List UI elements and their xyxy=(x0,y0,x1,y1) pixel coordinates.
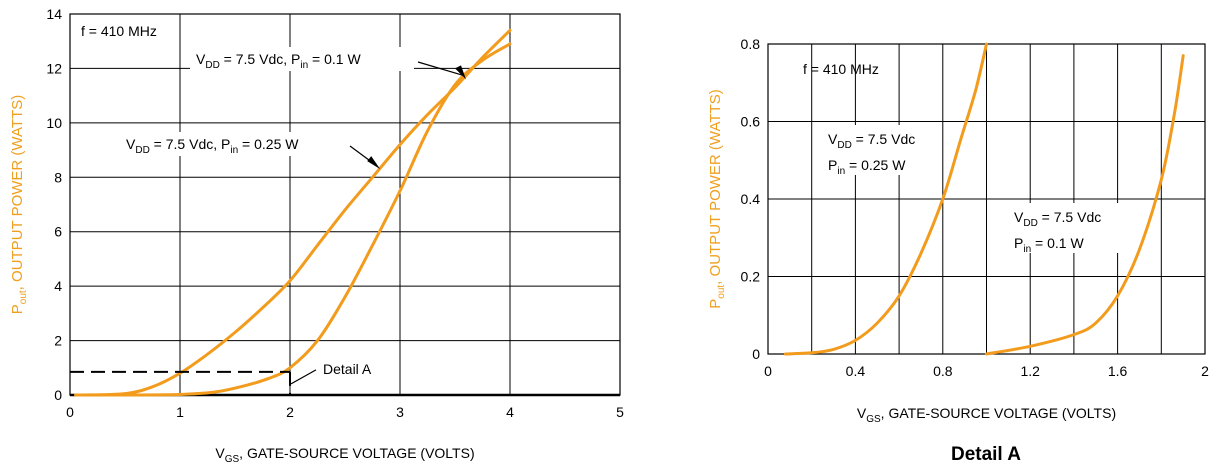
series-line xyxy=(783,42,988,356)
detail-title: Detail A xyxy=(951,444,1021,465)
series-label-pin-0.25-line1: VDD = 7.5 Vdc xyxy=(828,131,915,151)
x-tick-label: 1 xyxy=(176,404,184,420)
series-line xyxy=(79,28,512,397)
label-bg xyxy=(120,132,348,156)
x-tick-label: 1.2 xyxy=(1020,363,1040,379)
y-tick-label: 10 xyxy=(46,115,62,131)
x-tick-label: 2 xyxy=(286,404,294,420)
x-tick-label: 2 xyxy=(1201,363,1209,379)
label-bg xyxy=(1008,203,1128,253)
series-label-pin-0.25-line2: Pin = 0.25 W xyxy=(828,157,906,177)
y-tick-label: 0.6 xyxy=(741,114,761,130)
y-tick-label: 0 xyxy=(54,387,62,403)
y-tick-label: 0.2 xyxy=(741,269,761,285)
series-leader xyxy=(417,61,464,76)
y-tick-label: 6 xyxy=(54,224,62,240)
series-label-pin-0.25: VDD = 7.5 Vdc, Pin = 0.25 W xyxy=(126,136,299,156)
y-tick-label: 0 xyxy=(752,346,760,362)
detail-leader xyxy=(290,369,317,385)
x-tick-label: 3 xyxy=(396,404,404,420)
frequency-annotation: f = 410 MHz xyxy=(81,23,157,39)
y-tick-label: 0.4 xyxy=(741,191,761,207)
x-tick-label: 4 xyxy=(506,404,514,420)
y-axis-label: Pout, OUTPUT POWER (WATTS) xyxy=(9,95,29,314)
x-axis-label: VGS, GATE-SOURCE VOLTAGE (VOLTS) xyxy=(857,405,1116,425)
x-tick-label: 0.4 xyxy=(846,363,866,379)
series-line xyxy=(985,54,1185,356)
series-label-pin-0.1: VDD = 7.5 Vdc, Pin = 0.1 W xyxy=(196,51,361,71)
y-axis-label: Pout, OUTPUT POWER (WATTS) xyxy=(707,89,727,308)
y-tick-label: 8 xyxy=(54,169,62,185)
y-tick-label: 2 xyxy=(54,333,62,349)
label-bg xyxy=(822,125,932,175)
y-tick-label: 14 xyxy=(46,6,62,22)
series-label-pin-0.1-line1: VDD = 7.5 Vdc xyxy=(1014,209,1101,229)
label-bg xyxy=(190,47,414,71)
x-tick-label: 1.6 xyxy=(1108,363,1128,379)
x-tick-label: 0 xyxy=(764,363,772,379)
plot-frame xyxy=(69,13,621,396)
x-axis-label: VGS, GATE-SOURCE VOLTAGE (VOLTS) xyxy=(215,445,474,465)
y-tick-label: 4 xyxy=(54,278,62,294)
x-tick-label: 5 xyxy=(616,404,624,420)
arrow-head xyxy=(455,65,466,80)
y-tick-label: 12 xyxy=(46,60,62,76)
x-tick-label: 0 xyxy=(66,404,74,420)
series-label-pin-0.1-line2: Pin = 0.1 W xyxy=(1014,235,1084,255)
detail-a-label: Detail A xyxy=(323,361,372,377)
frequency-annotation: f = 410 MHz xyxy=(803,61,879,77)
arrow-head xyxy=(367,156,381,170)
detail-chart: 0 0.4 0.8 1.2 1.6 2 0 0.2 0.4 0.6 0.8 VGS, GATE-SOU… xyxy=(707,36,1209,465)
x-tick-label: 0.8 xyxy=(933,363,953,379)
y-tick-label: 0.8 xyxy=(741,36,761,52)
